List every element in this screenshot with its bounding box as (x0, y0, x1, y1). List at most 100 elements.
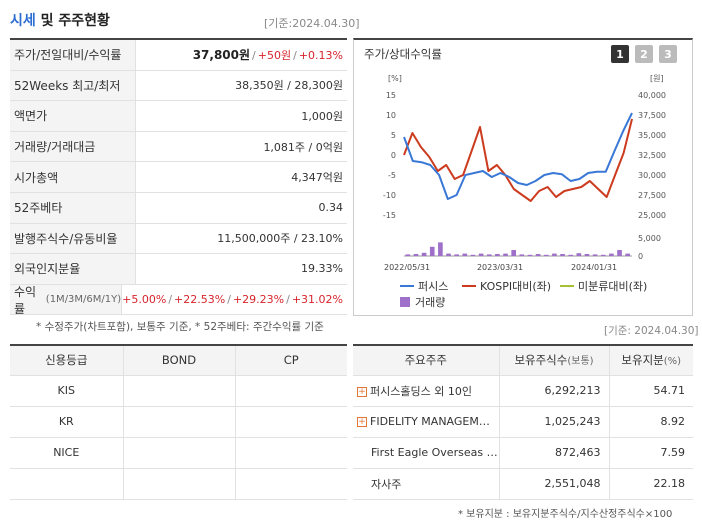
row-label: 액면가 (10, 101, 136, 131)
volume-bar (454, 254, 459, 256)
pct-cell: 22.18 (609, 468, 693, 500)
pct-cell: 7.59 (609, 437, 693, 469)
x-tick-label: 2022/05/31 (384, 263, 430, 270)
volume-bar (421, 252, 427, 256)
holder-name: First Eagle Overseas … (353, 437, 500, 469)
volume-bar (527, 254, 533, 256)
volume-bar (535, 254, 541, 256)
expand-icon[interactable]: + (357, 386, 367, 397)
chart-title: 주가/상대수익률 (364, 47, 442, 61)
volume-bar (438, 242, 443, 256)
volume-bar (576, 253, 582, 256)
volume-bar (617, 250, 622, 256)
volume-bar (486, 254, 492, 256)
table-row: + FIDELITY MANAGEM… 1,025,243 8.92 (353, 406, 693, 438)
row-value: +5.00% / +22.53% / +29.23% / +31.02% (122, 293, 343, 307)
right-unit-label: [원] (650, 74, 664, 83)
x-tick-label: 2024/01/31 (571, 263, 617, 270)
shares-cell: 1,025,243 (499, 406, 610, 438)
row-label: 발행주식수/유동비율 (10, 223, 136, 254)
volume-bar (592, 254, 598, 256)
volume-bar (625, 253, 630, 256)
shares-cell: 872,463 (499, 437, 610, 469)
holder-name: + 퍼시스홀딩스 외 10인 (353, 375, 500, 407)
row-label: 주가/전일대비/수익률 (10, 40, 136, 70)
volume-bar (462, 253, 468, 256)
volume-bar (503, 253, 508, 256)
row-label: 52주베타 (10, 192, 136, 223)
volume-bar (511, 250, 516, 256)
cp-cell (235, 375, 347, 407)
period-button-2[interactable]: 2 (635, 45, 653, 63)
change-value: +50원 (257, 49, 292, 63)
column-header: 보유주식수(보통) (499, 345, 610, 376)
y-tick-label-left: 10 (386, 111, 396, 120)
bond-cell (123, 406, 236, 438)
row-value: 19.33% (301, 262, 343, 276)
volume-tick-label: 0 (638, 252, 643, 261)
pct-cell: 54.71 (609, 375, 693, 407)
column-header: 주요주주 (353, 345, 500, 376)
holder-name: + FIDELITY MANAGEM… (353, 406, 500, 438)
table-row: 거래량/거래대금 1,081주 / 0억원 (10, 131, 347, 163)
bond-cell (123, 375, 236, 407)
period-button-1[interactable]: 1 (611, 45, 629, 63)
footnote-right: * 보유지분 : 보유지분주식수/지수산정주식수×100 (458, 509, 673, 520)
table-header-row: 주요주주 보유주식수(보통) 보유지분(%) (353, 345, 693, 376)
row-label: 52Weeks 최고/최저 (10, 70, 136, 101)
column-header: 신용등급 (10, 345, 124, 376)
y-tick-label-right: 30,000 (638, 171, 666, 180)
row-label: 수익률 (1M/3M/6M/1Y) (10, 285, 123, 316)
price-chart: [%] [원] 15 40,000 10 37,500 5 35,000 0 32,500 -5 30… (383, 74, 666, 270)
column-header: BOND (123, 345, 236, 376)
row-value: 38,350원 / 28,300원 (235, 79, 343, 93)
volume-bar (478, 253, 484, 256)
row-value: 4,347억원 (291, 171, 343, 185)
reference-date: [기준:2024.04.30] (264, 17, 360, 30)
table-row: First Eagle Overseas … 872,463 7.59 (353, 437, 693, 469)
cp-cell (235, 406, 347, 438)
volume-bar (584, 254, 590, 256)
agency-cell: NICE (10, 437, 124, 469)
volume-bar (413, 254, 419, 256)
price-line (403, 112, 633, 200)
y-tick-label-right: 37,500 (638, 111, 666, 120)
shareholder-table: 주요주주 보유주식수(보통) 보유지분(%) + 퍼시스홀딩스 외 10인 6,2… (353, 344, 693, 500)
y-tick-label-left: 0 (391, 151, 396, 160)
y-tick-label-right: 25,000 (638, 211, 666, 220)
return-3m: +22.53% (174, 293, 226, 307)
pct-cell: 8.92 (609, 406, 693, 438)
table-row: 52Weeks 최고/최저 38,350원 / 28,300원 (10, 70, 347, 102)
table-row: 자사주 2,551,048 22.18 (353, 468, 693, 500)
volume-bar (446, 253, 451, 256)
footnote: * 수정주가(차트포함), 보통주 기준, * 52주베타: 주간수익률 기준 (36, 321, 324, 333)
column-header: CP (235, 345, 347, 376)
chart-panel: 주가/상대수익률 1 2 3 [%] [원] 15 40,000 10 37,500 5 35… (353, 38, 693, 316)
market-info-table: 주가/전일대비/수익률 37,800원 / +50원 / +0.13% 52Weeks … (10, 38, 347, 316)
row-value: 37,800원 / +50원 / +0.13% (192, 48, 343, 63)
y-tick-label-left: 5 (391, 131, 396, 140)
period-button-3[interactable]: 3 (659, 45, 677, 63)
left-unit-label: [%] (388, 74, 402, 83)
volume-bar (470, 254, 476, 256)
return-1m: +5.00% (122, 293, 167, 307)
legend-sector: 미분류대비(좌) (560, 278, 647, 294)
holder-name: 자사주 (353, 468, 500, 500)
row-value: 11,500,000주 / 23.10% (217, 232, 343, 246)
volume-bar (405, 254, 411, 256)
table-row: 외국인지분율 19.33% (10, 254, 347, 285)
y-tick-label-right: 27,500 (638, 191, 666, 200)
table-row: NICE (10, 437, 347, 469)
row-label: 거래량/거래대금 (10, 131, 136, 162)
expand-icon[interactable]: + (357, 417, 367, 427)
row-value: 0.34 (318, 201, 344, 215)
volume-bar (552, 253, 557, 256)
volume-bar (495, 254, 500, 256)
column-header: 보유지분(%) (609, 345, 693, 376)
legend-swatch (462, 285, 476, 287)
credit-rating-table: 신용등급 BOND CP KIS KR NICE (10, 344, 347, 500)
reference-date-right: [기준: 2024.04.30] (604, 325, 699, 337)
y-tick-label-right: 35,000 (638, 131, 666, 140)
table-row: + 퍼시스홀딩스 외 10인 6,292,213 54.71 (353, 375, 693, 407)
legend-swatch (560, 285, 574, 287)
